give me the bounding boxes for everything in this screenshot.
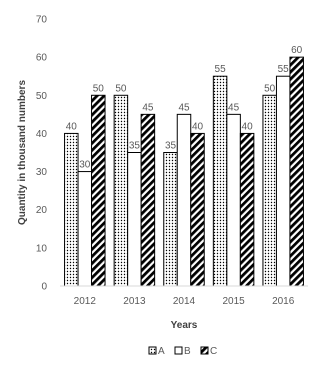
data-label: 50 xyxy=(264,83,276,94)
y-tick-label: 60 xyxy=(36,53,48,64)
bar-a-2016 xyxy=(262,94,277,287)
bar-b-2016 xyxy=(275,75,291,287)
legend-label-b: B xyxy=(184,346,191,357)
data-label: 55 xyxy=(215,64,227,75)
data-label: 55 xyxy=(278,64,290,75)
bar-c-2013 xyxy=(140,113,156,287)
y-tick-label: 30 xyxy=(36,167,48,178)
bar-c-2012 xyxy=(91,94,106,287)
data-label: 40 xyxy=(192,121,204,132)
data-label: 50 xyxy=(93,83,105,94)
bar-a-2014 xyxy=(163,152,178,287)
legend-swatch-b xyxy=(174,346,183,355)
x-axis-ticks: 2012 2013 2014 2015 2016 xyxy=(74,296,295,307)
y-tick-label: 70 xyxy=(36,15,48,26)
data-label: 35 xyxy=(129,141,141,152)
data-label: 40 xyxy=(66,121,78,132)
bar-a-2012 xyxy=(64,132,79,287)
legend-swatch-a xyxy=(148,346,157,355)
y-tick-label: 20 xyxy=(36,205,48,216)
bar-b-2014 xyxy=(176,113,192,287)
data-label: 30 xyxy=(79,160,91,171)
bar-a-2013 xyxy=(113,94,129,287)
legend-label-a: A xyxy=(158,346,165,357)
x-tick-label: 2012 xyxy=(74,296,97,307)
y-axis-ticks: 0 10 20 30 40 50 60 70 xyxy=(36,15,48,293)
y-tick-label: 50 xyxy=(36,91,48,102)
legend: A B C xyxy=(148,346,217,357)
legend-label-c: C xyxy=(210,346,217,357)
bar-a-2015 xyxy=(212,75,228,287)
y-tick-label: 40 xyxy=(36,129,48,140)
bar-c-2014 xyxy=(190,132,205,287)
x-tick-label: 2015 xyxy=(222,296,245,307)
bar-c-2016 xyxy=(289,56,304,287)
y-tick-label: 0 xyxy=(41,282,47,293)
bar-b-2015 xyxy=(226,113,241,287)
x-tick-label: 2013 xyxy=(123,296,146,307)
bar-b-2013 xyxy=(127,152,142,287)
data-label: 35 xyxy=(165,141,177,152)
data-label: 45 xyxy=(142,102,154,113)
data-label: 45 xyxy=(178,102,190,113)
data-label: 40 xyxy=(242,121,254,132)
x-axis-title: Years xyxy=(171,320,198,331)
data-label: 60 xyxy=(291,45,303,56)
y-tick-label: 10 xyxy=(36,243,48,254)
bar-b-2012 xyxy=(77,171,93,287)
y-axis-title: Quantity in thousand numbers xyxy=(17,80,28,225)
data-label: 50 xyxy=(115,83,127,94)
legend-swatch-c xyxy=(200,346,209,355)
data-label: 45 xyxy=(228,102,240,113)
x-tick-label: 2016 xyxy=(272,296,295,307)
bar-c-2015 xyxy=(239,132,255,287)
x-tick-label: 2014 xyxy=(173,296,196,307)
